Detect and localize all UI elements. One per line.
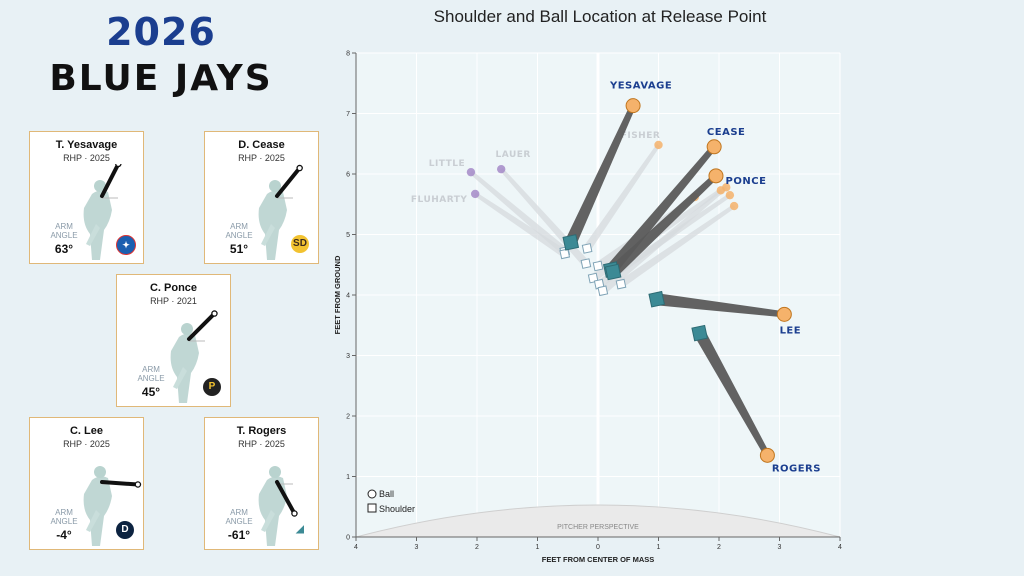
- comparison-ball: [467, 168, 475, 176]
- comparison-ball: [471, 190, 479, 198]
- comparison-shoulder: [593, 261, 602, 270]
- comparison-ball: [726, 191, 734, 199]
- y-tick-label: 3: [346, 353, 350, 360]
- y-tick-label: 8: [346, 51, 350, 58]
- comparison-label: FISHER: [621, 131, 661, 141]
- legend-shoulder-symbol: [368, 504, 376, 512]
- comparison-shoulder: [581, 259, 590, 268]
- pitcher-shoulder: [649, 292, 664, 307]
- pitcher-label: ROGERS: [772, 463, 821, 474]
- pitcher-label: PONCE: [726, 176, 767, 187]
- comparison-ball: [654, 141, 662, 149]
- y-axis-label: FEET FROM GROUND: [333, 255, 342, 334]
- comparison-shoulder: [616, 279, 625, 288]
- ground-label: PITCHER PERSPECTIVE: [557, 524, 639, 531]
- y-tick-label: 5: [346, 232, 350, 239]
- legend-ball-label: Ball: [379, 489, 394, 499]
- x-tick-label: 0: [596, 544, 600, 551]
- y-tick-label: 1: [346, 474, 350, 481]
- pitcher-ball: [707, 140, 721, 154]
- x-tick-label: 2: [717, 544, 721, 551]
- comparison-ball: [730, 202, 738, 210]
- pitcher-label: LEE: [780, 325, 802, 336]
- comparison-shoulder: [582, 244, 591, 253]
- pitcher-label: YESAVAGE: [609, 81, 672, 92]
- comparison-shoulder: [598, 286, 607, 295]
- y-tick-label: 2: [346, 414, 350, 421]
- x-tick-label: 4: [354, 544, 358, 551]
- x-tick-label: 4: [838, 544, 842, 551]
- pitcher-label: CEASE: [707, 127, 745, 138]
- y-tick-label: 6: [346, 172, 350, 179]
- x-tick-label: 1: [536, 544, 540, 551]
- legend-shoulder-label: Shoulder: [379, 504, 415, 514]
- pitcher-ball: [760, 448, 774, 462]
- x-tick-label: 3: [415, 544, 419, 551]
- legend-ball-symbol: [368, 490, 376, 498]
- x-tick-label: 1: [657, 544, 661, 551]
- comparison-ball: [497, 165, 505, 173]
- y-tick-label: 4: [346, 293, 350, 300]
- y-tick-label: 0: [346, 535, 350, 542]
- pitcher-ball: [626, 99, 640, 113]
- pitcher-ball: [777, 307, 791, 321]
- pitcher-shoulder: [692, 325, 707, 340]
- comparison-shoulder: [560, 249, 569, 258]
- y-tick-label: 7: [346, 111, 350, 118]
- pitcher-shoulder: [563, 235, 578, 250]
- comparison-label: FLUHARTY: [411, 195, 468, 205]
- pitcher-ball: [709, 169, 723, 183]
- release-point-chart: PITCHER PERSPECTIVE4 3 2 1 0 1 2 3 4012345678FEE…: [0, 0, 1024, 576]
- x-tick-label: 2: [475, 544, 479, 551]
- comparison-label: LAUER: [496, 150, 531, 160]
- x-tick-label: 3: [778, 544, 782, 551]
- x-axis-label: FEET FROM CENTER OF MASS: [542, 555, 655, 564]
- pitcher-shoulder: [605, 264, 620, 279]
- comparison-label: LITTLE: [429, 159, 465, 169]
